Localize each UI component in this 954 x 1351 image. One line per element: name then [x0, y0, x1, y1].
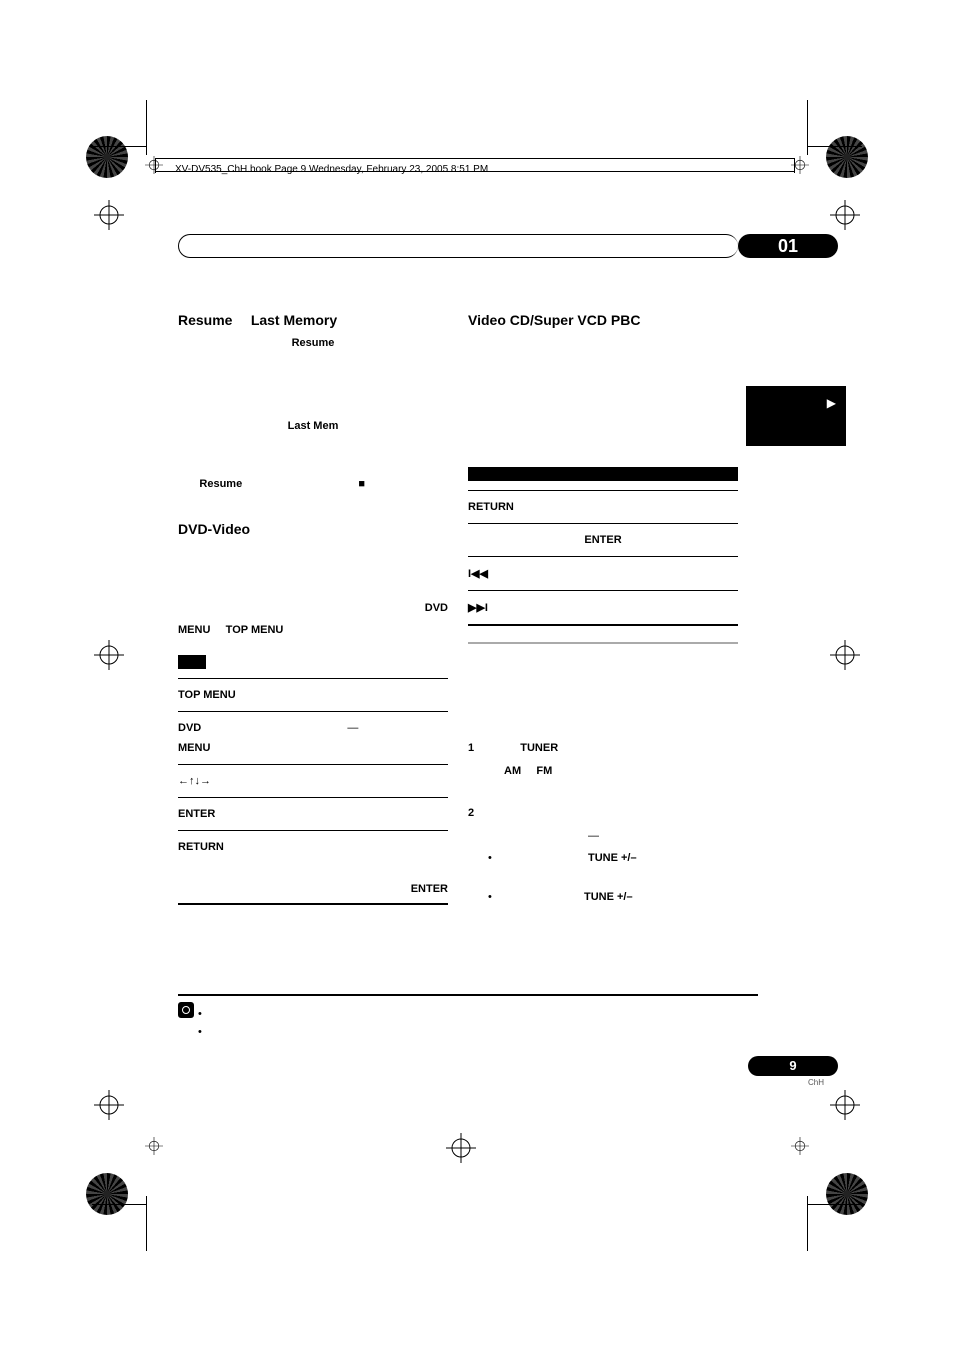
sub-resume: Resume [292, 337, 335, 349]
footnote-rule [178, 994, 758, 996]
side-tab: ▶ [746, 386, 846, 446]
label-enter: ENTER [584, 534, 621, 546]
chh-label: ChH [808, 1078, 824, 1087]
table-dash: — [347, 722, 358, 734]
step-2: 2 [468, 807, 474, 819]
table-foot-enter: ENTER [411, 883, 448, 895]
next-icon: ▶▶I [468, 597, 738, 618]
table-arrows: ←↑↓→ [178, 771, 448, 791]
reg-mark-small [791, 1137, 809, 1155]
heading-resume: Resume [178, 312, 232, 328]
heading-dvdvideo: DVD-Video [178, 521, 250, 537]
reg-mark [446, 1133, 476, 1163]
prev-icon: I◀◀ [468, 563, 738, 584]
reg-mark [94, 200, 124, 230]
step-1: 1 [468, 742, 474, 754]
label-am: AM [504, 765, 521, 777]
label-dvd: DVD [425, 602, 448, 614]
page-number: 9 [748, 1056, 838, 1076]
table-menu: MENU [178, 738, 448, 758]
label-menu: MENU [178, 624, 210, 636]
color-target-bl [86, 1173, 128, 1215]
color-target-br [826, 1173, 868, 1215]
label-tuner: TUNER [520, 742, 558, 754]
table-return: RETURN [178, 837, 448, 857]
label-return: RETURN [468, 497, 738, 517]
stop-icon: ■ [358, 478, 365, 490]
reg-mark [94, 1090, 124, 1120]
reg-mark-small [145, 1137, 163, 1155]
header-text: XV-DV535_ChH.book Page 9 Wednesday, Febr… [175, 164, 785, 175]
label-tune-1: TUNE +/– [588, 852, 637, 864]
right-column: Video CD/Super VCD PBC RETURN ENTER I◀◀ … [468, 310, 738, 911]
left-column: Resume Last Memory Resume Last Mem Resum… [178, 310, 448, 911]
color-target-tl [86, 136, 128, 178]
crop-mark [92, 146, 147, 147]
bullet: • [488, 891, 492, 903]
dash: — [588, 830, 599, 842]
black-strip [468, 467, 738, 481]
black-strip [178, 655, 206, 669]
bullet: • [488, 852, 492, 864]
table-dvd: DVD [178, 722, 201, 734]
reg-mark [830, 1090, 860, 1120]
reg-mark [830, 200, 860, 230]
label-fm: FM [536, 765, 552, 777]
heading-vcd-pbc: Video CD/Super VCD PBC [468, 312, 640, 328]
chapter-bar: 01 [178, 234, 838, 258]
reg-mark [830, 640, 860, 670]
label-topmenu: TOP MENU [226, 624, 284, 636]
crop-mark [92, 1204, 147, 1205]
table-topmenu: TOP MENU [178, 685, 448, 705]
note-icon [178, 1002, 194, 1018]
color-target-tr [826, 136, 868, 178]
footnote-bullets: • • [198, 1006, 202, 1041]
crop-mark [807, 1204, 862, 1205]
label-tune-2: TUNE +/– [584, 891, 633, 903]
crop-mark [807, 146, 862, 147]
reg-mark [94, 640, 124, 670]
chapter-number: 01 [778, 234, 798, 258]
table-enter: ENTER [178, 804, 448, 824]
heading-lastmemory: Last Memory [251, 312, 337, 328]
label-resume: Resume [199, 478, 242, 490]
label-lastmem: Last Mem [288, 420, 339, 432]
play-icon: ▶ [827, 396, 836, 410]
